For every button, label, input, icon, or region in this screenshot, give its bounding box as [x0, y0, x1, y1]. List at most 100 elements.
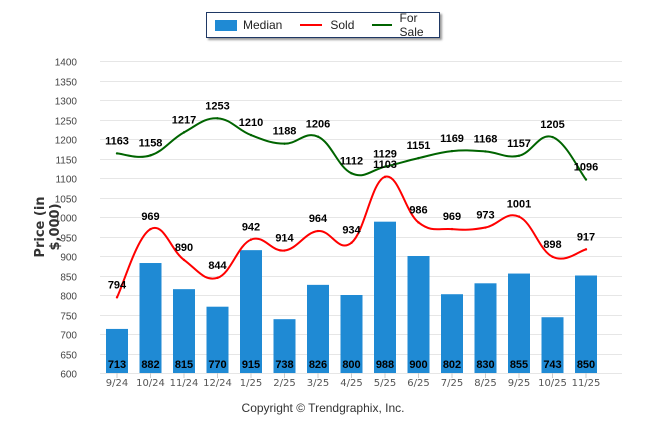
- y-tick-label: 700: [60, 331, 77, 342]
- sold-data-label: 917: [577, 231, 595, 243]
- sold-point: [484, 226, 487, 229]
- y-axis-ticks: 600 650 700 750 800 850 900 950 1000 1050 1100 1150…: [55, 58, 78, 381]
- x-tick-label: 5/25: [374, 378, 396, 389]
- sold-data-label: 898: [543, 239, 561, 251]
- legend-swatch-median: [215, 19, 237, 31]
- y-tick-label: 650: [60, 351, 77, 362]
- y-tick-label: 950: [60, 234, 77, 245]
- for-sale-data-label: 1129: [373, 149, 397, 161]
- x-tick-label: 9/24: [106, 378, 128, 389]
- x-tick-label: 10/25: [538, 378, 567, 389]
- sold-point: [551, 255, 554, 258]
- y-tick-label: 750: [60, 312, 77, 323]
- copyright-text: Copyright © Trendgraphix, Inc.: [241, 401, 405, 415]
- median-bar: [273, 319, 296, 373]
- for-sale-data-label: 1096: [574, 162, 598, 174]
- y-tick-label: 1200: [55, 136, 78, 147]
- median-bar-label: 988: [376, 359, 394, 371]
- x-tick-label: 11/24: [170, 378, 199, 389]
- x-tick-label: 1/25: [240, 378, 262, 389]
- gridlines: [100, 61, 622, 374]
- sold-data-label: 914: [275, 233, 294, 245]
- legend-item-for-sale: For Sale: [362, 11, 439, 39]
- sold-point: [283, 249, 286, 252]
- y-tick-label: 1050: [55, 195, 78, 206]
- y-tick-label: 800: [60, 292, 77, 303]
- median-bar-label: 826: [309, 359, 327, 371]
- x-tick-label: 2/25: [273, 378, 295, 389]
- median-bar-labels: 713 882 815 770 915 738 826 800 988 900 802 830 855 7…: [108, 359, 595, 371]
- sold-point: [450, 227, 454, 231]
- sold-data-label: 844: [208, 260, 227, 272]
- y-tick-label: 1400: [55, 58, 78, 69]
- y-tick-label: 600: [60, 370, 77, 381]
- sold-data-label: 964: [309, 213, 328, 225]
- median-bar: [441, 294, 463, 373]
- for-sale-data-label: 1188: [273, 126, 297, 138]
- median-bar-label: 770: [208, 359, 226, 371]
- for-sale-data-label: 1168: [474, 133, 498, 145]
- median-bar-label: 800: [342, 359, 360, 371]
- median-bar-label: 882: [141, 359, 159, 371]
- sold-data-label: 969: [443, 211, 461, 223]
- sold-data-label: 973: [476, 210, 494, 222]
- legend-swatch-for-sale: [372, 24, 392, 26]
- x-tick-label: 10/24: [136, 378, 165, 389]
- for-sale-point: [316, 135, 320, 138]
- median-bar: [307, 284, 329, 373]
- median-bar: [407, 256, 430, 373]
- median-bar-label: 850: [577, 359, 595, 371]
- sold-data-label: 942: [242, 222, 260, 234]
- for-sale-point: [182, 131, 186, 134]
- for-sale-point: [350, 172, 353, 175]
- for-sale-data-label: 1151: [407, 140, 431, 152]
- median-bar-label: 815: [175, 359, 193, 371]
- for-sale-point: [584, 178, 588, 181]
- x-tick-label: 9/25: [508, 378, 530, 389]
- median-bar-label: 738: [275, 359, 293, 371]
- median-bar: [240, 250, 262, 373]
- x-tick-label: 3/25: [307, 378, 329, 389]
- x-tick-label: 12/24: [203, 378, 232, 389]
- x-axis-ticks: 9/24 10/24 11/24 12/24 1/25 2/25 3/25 4/25 5/25 6…: [106, 373, 600, 389]
- median-bar: [106, 328, 128, 373]
- median-bar-label: 802: [443, 359, 461, 371]
- sold-data-label: 986: [409, 204, 427, 216]
- legend-label-for-sale: For Sale: [399, 11, 424, 39]
- series-lines: [115, 117, 588, 299]
- median-bar: [340, 295, 363, 373]
- sold-point: [417, 221, 420, 224]
- y-tick-label: 850: [60, 273, 77, 284]
- for-sale-data-label: 1210: [239, 117, 263, 129]
- sold-point: [350, 241, 353, 244]
- x-tick-label: 8/25: [474, 378, 496, 389]
- y-tick-label: 1000: [55, 214, 78, 225]
- for-sale-data-label: 1163: [105, 135, 129, 147]
- line-labels: 794 969 890 844 942 914 964 934 1103 986 969 973 100…: [105, 100, 598, 291]
- sold-point: [316, 229, 320, 233]
- for-sale-point: [450, 149, 454, 153]
- sold-data-label: 1103: [373, 159, 397, 171]
- for-sale-data-label: 1205: [540, 119, 564, 131]
- x-tick-label: 6/25: [407, 378, 429, 389]
- for-sale-data-label: 1253: [205, 100, 229, 112]
- y-tick-label: 1250: [55, 117, 78, 128]
- median-bar: [139, 263, 162, 373]
- sold-point: [517, 215, 521, 218]
- y-tick-label: 1100: [55, 175, 77, 186]
- sold-data-label: 890: [175, 242, 193, 254]
- sold-point: [149, 227, 152, 231]
- for-sale-point: [149, 154, 152, 157]
- for-sale-data-label: 1157: [507, 138, 531, 150]
- median-bar-label: 900: [409, 359, 427, 371]
- sold-point: [182, 258, 186, 262]
- for-sale-data-label: 1169: [440, 133, 464, 145]
- median-bar-label: 713: [108, 359, 126, 371]
- median-bar: [508, 273, 530, 373]
- sold-point: [584, 248, 588, 251]
- median-bar-label: 830: [476, 359, 494, 371]
- legend-item-sold: Sold: [290, 18, 354, 32]
- for-sale-data-label: 1112: [340, 155, 363, 167]
- for-sale-point: [216, 117, 219, 120]
- y-tick-label: 1350: [55, 78, 78, 89]
